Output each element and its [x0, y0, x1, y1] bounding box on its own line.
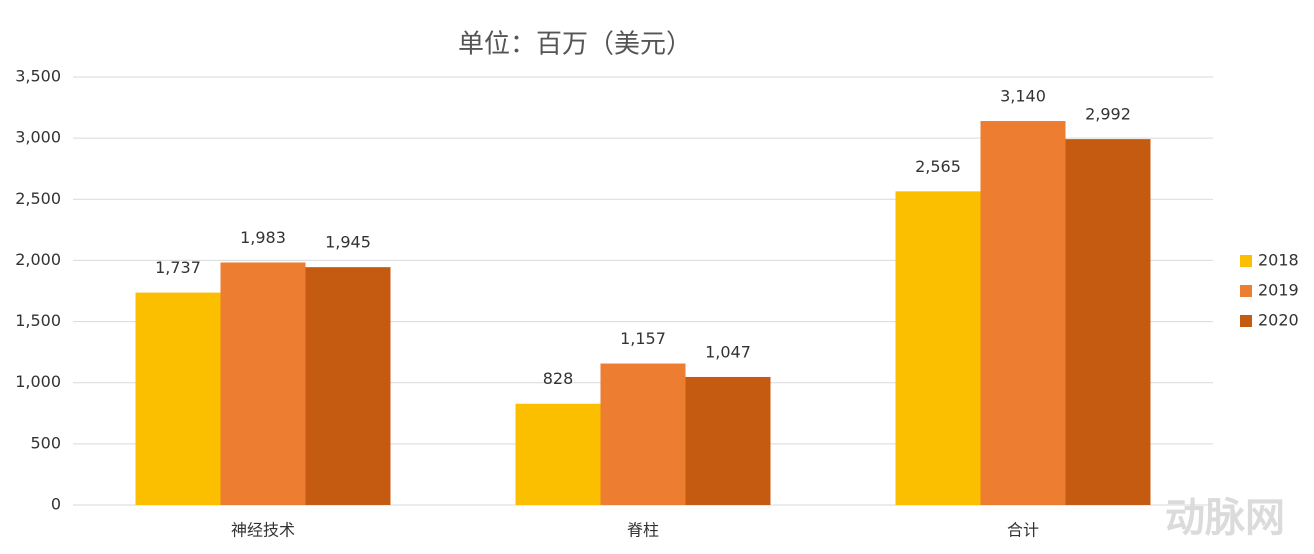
value-label: 1,945: [325, 233, 371, 252]
legend-label: 2020: [1258, 311, 1299, 330]
y-tick-label: 0: [51, 495, 61, 514]
bar: [220, 262, 306, 505]
value-label: 2,992: [1085, 105, 1131, 124]
y-tick-label: 2,500: [15, 189, 61, 208]
bar: [1065, 139, 1151, 505]
legend-swatch: [1240, 255, 1252, 267]
y-tick-label: 3,000: [15, 128, 61, 147]
watermark: 动脉网: [1165, 495, 1285, 541]
bar: [895, 191, 981, 505]
value-label: 1,737: [155, 258, 201, 277]
bar: [600, 363, 686, 505]
x-tick-label: 合计: [1007, 521, 1039, 540]
value-label: 2,565: [915, 157, 961, 176]
legend-swatch: [1240, 315, 1252, 327]
bar: [980, 121, 1066, 505]
bar: [515, 403, 601, 505]
y-tick-label: 1,500: [15, 311, 61, 330]
bar: [135, 292, 221, 505]
y-tick-label: 1,000: [15, 372, 61, 391]
x-tick-label: 脊柱: [627, 521, 659, 540]
bar: [305, 267, 391, 505]
y-tick-label: 3,500: [15, 67, 61, 86]
legend-label: 2018: [1258, 251, 1299, 270]
value-label: 1,157: [620, 329, 666, 348]
legend-label: 2019: [1258, 281, 1299, 300]
bar: [685, 376, 771, 505]
y-tick-label: 500: [30, 433, 61, 452]
value-label: 828: [543, 369, 574, 388]
value-label: 1,047: [705, 342, 751, 361]
y-tick-label: 2,000: [15, 250, 61, 269]
x-tick-label: 神经技术: [231, 521, 295, 540]
chart-title: 单位：百万（美元）: [458, 30, 692, 60]
legend-swatch: [1240, 285, 1252, 297]
value-label: 3,140: [1000, 87, 1046, 106]
value-label: 1,983: [240, 228, 286, 247]
